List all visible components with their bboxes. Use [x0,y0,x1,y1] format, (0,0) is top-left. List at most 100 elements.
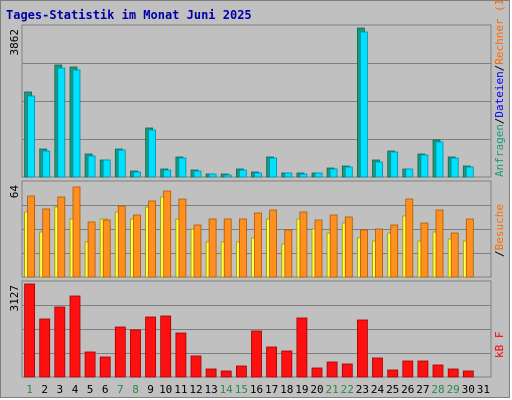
ytick-hosts: 64 [8,185,21,199]
bar-kbytes-kb-f-day-10 [160,315,172,378]
legend-item-6: Besuche [493,204,506,250]
bar-hosts-besuche-day-28 [435,209,444,278]
xtick-day-19: 19 [295,383,308,396]
bar-hosts-besuche-day-25 [390,224,399,278]
xtick-day-30: 30 [462,383,475,396]
bar-hosts-besuche-day-11 [178,198,187,278]
xtick-day-24: 24 [371,383,385,396]
bar-kbytes-kb-f-day-20 [311,367,323,378]
bar-hosts-besuche-day-5 [87,221,96,278]
bar-hosts-besuche-day-18 [284,229,293,278]
xtick-day-25: 25 [386,383,399,396]
bar-requests-dateien-day-17 [269,157,278,178]
xtick-day-31: 31 [477,383,490,396]
bar-hosts-besuche-day-23 [359,229,368,278]
legend-item-2: Dateien [493,71,506,117]
bar-kbytes-kb-f-day-27 [417,360,429,378]
bar-kbytes-kb-f-day-15 [235,365,247,378]
xtick-day-10: 10 [159,383,172,396]
bar-kbytes-kb-f-day-21 [326,361,338,378]
bar-requests-dateien-day-29 [450,157,459,178]
xtick-day-15: 15 [235,383,248,396]
bar-kbytes-kb-f-day-9 [145,316,157,378]
xtick-day-20: 20 [310,383,323,396]
bar-hosts-besuche-day-15 [238,218,247,278]
bar-requests-dateien-day-5 [87,155,96,178]
bar-hosts-besuche-day-10 [163,190,172,278]
bar-kbytes-kb-f-day-11 [175,332,187,378]
bar-requests-dateien-day-1 [27,95,36,178]
bar-kbytes-kb-f-day-4 [69,295,81,378]
bar-kbytes-kb-f-day-28 [432,364,444,378]
bar-hosts-besuche-day-26 [405,198,414,278]
bar-kbytes-kb-f-day-8 [130,329,141,378]
bar-kbytes-kb-f-day-12 [190,355,202,378]
bar-kbytes-kb-f-day-22 [341,363,353,378]
ytick-kbytes: 3127 [8,285,21,312]
xtick-day-16: 16 [250,383,263,396]
bar-kbytes-kb-f-day-24 [372,357,383,378]
bar-hosts-besuche-day-1 [27,195,36,278]
bar-hosts-besuche-day-22 [344,216,353,278]
bar-requests-dateien-day-30 [465,166,474,178]
bar-kbytes-kb-f-day-7 [114,326,126,378]
xtick-day-11: 11 [174,383,187,396]
xtick-day-14: 14 [220,383,234,396]
xtick-day-29: 29 [447,383,460,396]
bar-kbytes-kb-f-day-14 [220,370,232,378]
bar-kbytes-kb-f-day-18 [281,350,293,378]
bar-requests-dateien-day-14 [223,174,232,178]
bar-hosts-besuche-day-8 [133,214,141,278]
xtick-day-27: 27 [416,383,429,396]
xtick-day-3: 3 [56,383,63,396]
legend-item-4: Rechner (IP-Adressen) [493,0,506,65]
bar-requests-dateien-day-15 [238,169,247,178]
bar-requests-dateien-day-7 [117,149,126,178]
bar-kbytes-kb-f-day-25 [387,369,399,378]
bar-hosts-besuche-day-2 [42,208,51,278]
xtick-day-13: 13 [204,383,217,396]
ytick-requests: 3862 [8,29,21,56]
xtick-day-2: 2 [41,383,48,396]
bar-kbytes-kb-f-day-16 [251,330,262,378]
legend-item-3: / [493,65,506,72]
bar-hosts-besuche-day-20 [314,219,323,278]
bar-kbytes-kb-f-day-5 [84,351,96,378]
bar-hosts-besuche-day-29 [450,232,459,278]
bar-kbytes-kb-f-day-23 [356,319,368,378]
bar-hosts-besuche-day-3 [57,196,66,278]
bar-requests-dateien-day-10 [163,169,172,178]
bar-requests-dateien-day-18 [284,172,293,178]
xtick-day-4: 4 [72,383,79,396]
bar-requests-dateien-day-13 [208,173,217,178]
bar-requests-dateien-day-25 [390,151,399,178]
legend-item-7: kB F [493,332,506,359]
xtick-day-23: 23 [356,383,369,396]
bar-requests-dateien-day-12 [193,170,202,178]
bar-kbytes-kb-f-day-2 [39,318,51,378]
bar-requests-dateien-day-27 [420,154,429,178]
bar-hosts-besuche-day-14 [223,218,232,278]
bar-hosts-besuche-day-7 [117,205,126,278]
bar-hosts-besuche-day-19 [299,211,308,278]
bar-kbytes-kb-f-day-30 [462,370,474,378]
bar-kbytes-kb-f-day-29 [447,368,459,378]
bar-hosts-besuche-day-21 [329,214,338,278]
bar-hosts-besuche-day-6 [102,219,111,278]
bar-hosts-besuche-day-27 [420,222,429,278]
bar-requests-dateien-day-2 [42,150,51,178]
bar-requests-dateien-day-24 [375,161,383,178]
bar-hosts-besuche-day-9 [148,200,157,278]
bar-hosts-besuche-day-12 [193,224,202,278]
bar-kbytes-kb-f-day-17 [266,346,278,378]
bar-requests-dateien-day-11 [178,157,187,178]
bar-hosts-besuche-day-17 [269,209,278,278]
xtick-day-8: 8 [132,383,139,396]
xtick-day-22: 22 [341,383,354,396]
bar-kbytes-kb-f-day-26 [402,360,414,378]
bar-kbytes-kb-f-day-13 [205,368,217,378]
bar-hosts-besuche-day-13 [208,218,217,278]
xtick-day-6: 6 [102,383,109,396]
bar-kbytes-kb-f-day-6 [99,356,111,378]
xtick-day-26: 26 [401,383,414,396]
